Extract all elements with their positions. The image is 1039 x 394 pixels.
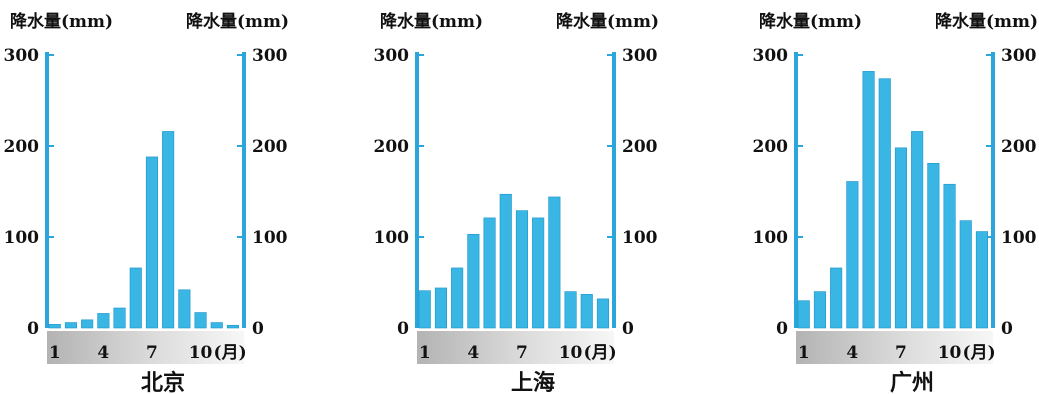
right-axis-title: 降水量(mm) bbox=[935, 11, 1038, 32]
right-y-tick-label: 200 bbox=[1001, 137, 1037, 157]
x-tick-label: 7 bbox=[895, 343, 907, 363]
right-y-tick-label: 200 bbox=[252, 137, 288, 157]
city-title: 北京 bbox=[141, 370, 185, 394]
bar-month-4 bbox=[97, 313, 110, 329]
right-y-tick-label: 0 bbox=[252, 319, 264, 339]
bar-month-10 bbox=[943, 183, 956, 329]
chart-3: 降水量(mm) 降水量(mm) 0 0 100 100 200 200 300 300 1 4 7 10(… bbox=[753, 11, 1039, 394]
bar-month-10 bbox=[194, 312, 207, 329]
left-y-tick-label: 300 bbox=[374, 46, 410, 66]
bar-month-1 bbox=[797, 300, 810, 329]
left-axis-title: 降水量(mm) bbox=[759, 11, 862, 32]
x-tick-label: 4 bbox=[846, 343, 858, 363]
left-y-tick-label: 0 bbox=[27, 319, 39, 339]
bar-month-6 bbox=[878, 78, 891, 329]
bar-month-12 bbox=[596, 298, 610, 329]
bar-month-2 bbox=[813, 291, 827, 329]
bar-month-11 bbox=[210, 322, 223, 329]
chart-1: 降水量(mm) 降水量(mm) 0 0 100 100 200 200 300 300 1 4 7 10(… bbox=[4, 11, 290, 394]
left-y-tick-label: 200 bbox=[4, 137, 40, 157]
right-axis-title: 降水量(mm) bbox=[186, 11, 289, 32]
left-y-tick-label: 200 bbox=[753, 137, 789, 157]
bar-month-9 bbox=[178, 289, 191, 329]
right-y-tick-label: 0 bbox=[1001, 319, 1013, 339]
left-y-axis bbox=[45, 52, 49, 328]
bar-month-12 bbox=[226, 324, 239, 329]
bar-month-10 bbox=[564, 291, 577, 329]
left-y-tick-label: 300 bbox=[753, 46, 789, 66]
right-y-tick-label: 100 bbox=[252, 228, 288, 248]
left-y-tick-label: 200 bbox=[374, 137, 410, 157]
right-y-axis bbox=[991, 52, 995, 328]
bar-month-5 bbox=[483, 217, 496, 329]
bar-month-1 bbox=[48, 324, 61, 329]
bar-month-4 bbox=[467, 233, 480, 329]
bar-month-8 bbox=[162, 131, 175, 329]
right-y-tick-label: 200 bbox=[622, 137, 658, 157]
bar-month-1 bbox=[418, 290, 431, 329]
right-y-tick-label: 100 bbox=[622, 228, 658, 248]
city-title: 广州 bbox=[890, 370, 934, 394]
x-axis-unit: (月) bbox=[214, 343, 247, 363]
right-y-tick-label: 0 bbox=[622, 319, 634, 339]
right-y-tick-label: 300 bbox=[252, 46, 288, 66]
bar-month-5 bbox=[862, 71, 875, 329]
bar-month-7 bbox=[515, 210, 529, 329]
x-axis-band bbox=[47, 331, 244, 364]
bar-month-2 bbox=[434, 287, 448, 329]
x-axis-unit: (月) bbox=[584, 343, 617, 363]
city-title: 上海 bbox=[511, 370, 555, 394]
x-tick-label: 10 bbox=[938, 343, 962, 363]
bar-month-8 bbox=[532, 217, 545, 329]
x-tick-label: 1 bbox=[798, 343, 810, 363]
bar-month-6 bbox=[129, 267, 142, 329]
right-y-tick-label: 300 bbox=[1001, 46, 1037, 66]
left-y-tick-label: 300 bbox=[4, 46, 40, 66]
bar-month-9 bbox=[548, 196, 561, 329]
bar-month-3 bbox=[830, 267, 843, 329]
bar-month-7 bbox=[894, 147, 908, 329]
chart-2: 降水量(mm) 降水量(mm) 0 0 100 100 200 200 300 300 1 4 7 10(… bbox=[374, 11, 660, 394]
bar-month-11 bbox=[959, 220, 972, 329]
bar-month-4 bbox=[846, 181, 859, 329]
x-tick-label: 4 bbox=[97, 343, 109, 363]
left-axis-title: 降水量(mm) bbox=[380, 11, 483, 32]
right-y-tick-label: 100 bbox=[1001, 228, 1037, 248]
x-tick-label: 4 bbox=[467, 343, 479, 363]
bar-month-11 bbox=[580, 294, 593, 329]
x-axis-band bbox=[417, 331, 614, 364]
bar-month-2 bbox=[64, 322, 77, 329]
left-y-axis bbox=[794, 52, 798, 328]
x-tick-label: 10 bbox=[189, 343, 213, 363]
left-y-tick-label: 100 bbox=[4, 228, 40, 248]
bar-month-8 bbox=[911, 131, 924, 329]
bar-month-3 bbox=[451, 267, 464, 329]
bar-month-12 bbox=[975, 231, 989, 329]
right-axis-title: 降水量(mm) bbox=[556, 11, 659, 32]
x-tick-label: 1 bbox=[49, 343, 61, 363]
x-tick-label: 7 bbox=[146, 343, 158, 363]
bar-month-7 bbox=[145, 156, 158, 329]
right-y-axis bbox=[612, 52, 616, 328]
left-y-tick-label: 0 bbox=[397, 319, 409, 339]
bar-month-9 bbox=[927, 162, 940, 329]
bar-month-6 bbox=[499, 193, 512, 329]
x-axis-unit: (月) bbox=[963, 343, 996, 363]
bar-month-5 bbox=[113, 307, 126, 329]
left-y-tick-label: 0 bbox=[776, 319, 788, 339]
bar-month-3 bbox=[81, 319, 94, 329]
right-y-axis bbox=[242, 52, 246, 328]
x-tick-label: 1 bbox=[419, 343, 431, 363]
left-y-tick-label: 100 bbox=[753, 228, 789, 248]
right-y-tick-label: 300 bbox=[622, 46, 658, 66]
left-y-tick-label: 100 bbox=[374, 228, 410, 248]
x-tick-label: 10 bbox=[559, 343, 583, 363]
left-axis-title: 降水量(mm) bbox=[10, 11, 113, 32]
left-y-axis bbox=[415, 52, 419, 328]
x-tick-label: 7 bbox=[516, 343, 528, 363]
x-axis-band bbox=[796, 331, 993, 364]
